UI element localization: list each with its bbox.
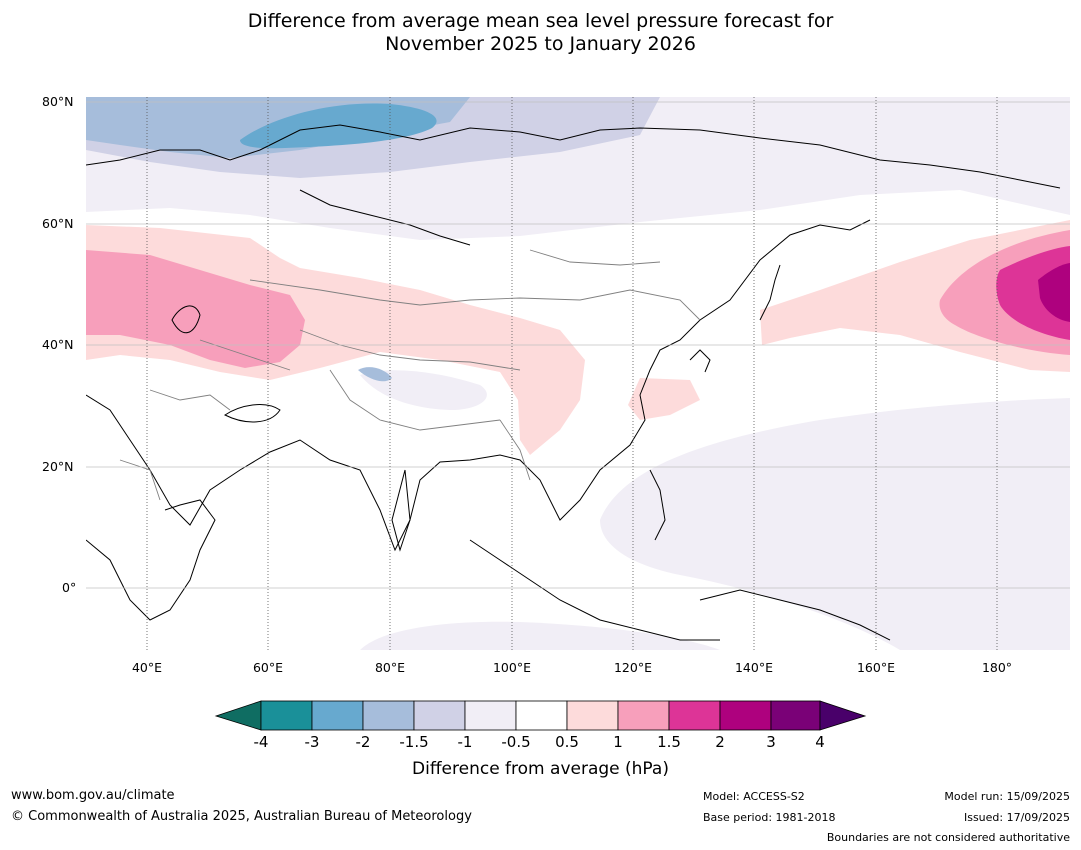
lon-label-80e: 80°E xyxy=(374,660,406,675)
lat-label-60n: 60°N xyxy=(42,216,74,231)
colorbar-segment xyxy=(617,700,670,731)
lat-label-20n: 20°N xyxy=(42,459,74,474)
lon-label-160e: 160°E xyxy=(856,660,895,675)
map-title: Difference from average mean sea level p… xyxy=(0,10,1081,56)
colorbar-tick: 3 xyxy=(766,733,776,751)
lon-label-100e: 100°E xyxy=(492,660,531,675)
colorbar-tick: 4 xyxy=(815,733,825,751)
colorbar-tick: -3 xyxy=(304,733,320,751)
colorbar-tick: -1.5 xyxy=(399,733,429,751)
footer-model-run: Model run: 15/09/2025 xyxy=(944,790,1070,803)
footer-base-period: Base period: 1981-2018 xyxy=(703,811,836,824)
lat-label-80n: 80°N xyxy=(42,94,74,109)
anomaly-region-minus-0-5-tibet xyxy=(360,370,487,410)
colorbar-segment xyxy=(311,700,364,731)
colorbar-segment xyxy=(260,700,313,731)
anomaly-region-minus-0-5-south xyxy=(360,621,720,650)
lon-label-140e: 140°E xyxy=(734,660,773,675)
colorbar-segment xyxy=(464,700,517,731)
footer-disclaimer: Boundaries are not considered authoritat… xyxy=(826,831,1070,844)
footer-copyright: © Commonwealth of Australia 2025, Austra… xyxy=(11,809,472,824)
colorbar-segment xyxy=(566,700,619,731)
lon-label-60e: 60°E xyxy=(252,660,284,675)
map-title-line2: November 2025 to January 2026 xyxy=(385,33,696,55)
colorbar-segment xyxy=(413,700,466,731)
footer-url: www.bom.gov.au/climate xyxy=(11,788,175,803)
colorbar-tick: -1 xyxy=(457,733,473,751)
latitude-gridlines xyxy=(86,101,1070,589)
lat-label-0: 0° xyxy=(62,580,77,595)
longitude-gridlines xyxy=(146,97,998,650)
lon-label-40e: 40°E xyxy=(131,660,163,675)
anomaly-region-minus-2 xyxy=(240,103,437,149)
colorbar xyxy=(214,700,867,731)
lat-label-40n: 40°N xyxy=(42,337,74,352)
footer-issued: Issued: 17/09/2025 xyxy=(963,811,1070,824)
colorbar-tick: 1 xyxy=(613,733,623,751)
anomaly-region-plus-1 xyxy=(86,250,305,368)
colorbar-label: Difference from average (hPa) xyxy=(412,759,669,779)
lon-label-180: 180° xyxy=(981,660,1013,675)
colorbar-tick: -0.5 xyxy=(501,733,531,751)
anomaly-region-minus-0-5-tropics xyxy=(600,398,1070,650)
map-title-line1: Difference from average mean sea level p… xyxy=(247,10,834,32)
colorbar-segment xyxy=(362,700,415,731)
colorbar-segment xyxy=(515,700,568,731)
colorbar-extend-low xyxy=(214,700,262,731)
colorbar-tick: 1.5 xyxy=(657,733,681,751)
colorbar-tick: 2 xyxy=(715,733,725,751)
colorbar-tick: 0.5 xyxy=(555,733,579,751)
colorbar-segment xyxy=(719,700,772,731)
anomaly-region-minus-1-5-tibet xyxy=(358,367,392,382)
colorbar-segment xyxy=(668,700,721,731)
colorbar-extend-high xyxy=(819,700,867,731)
anomaly-region-plus-2-pacific xyxy=(1038,263,1070,322)
map-plot-area xyxy=(86,97,1070,650)
country-borders xyxy=(119,249,701,501)
colorbar-tick: -4 xyxy=(253,733,269,751)
anomaly-region-plus-0-5-east xyxy=(628,378,700,420)
colorbar-tick: -2 xyxy=(355,733,371,751)
lon-label-120e: 120°E xyxy=(613,660,652,675)
colorbar-segment xyxy=(770,700,821,731)
anomaly-region-plus-1-5-pacific xyxy=(996,246,1070,340)
footer-model: Model: ACCESS-S2 xyxy=(703,790,805,803)
